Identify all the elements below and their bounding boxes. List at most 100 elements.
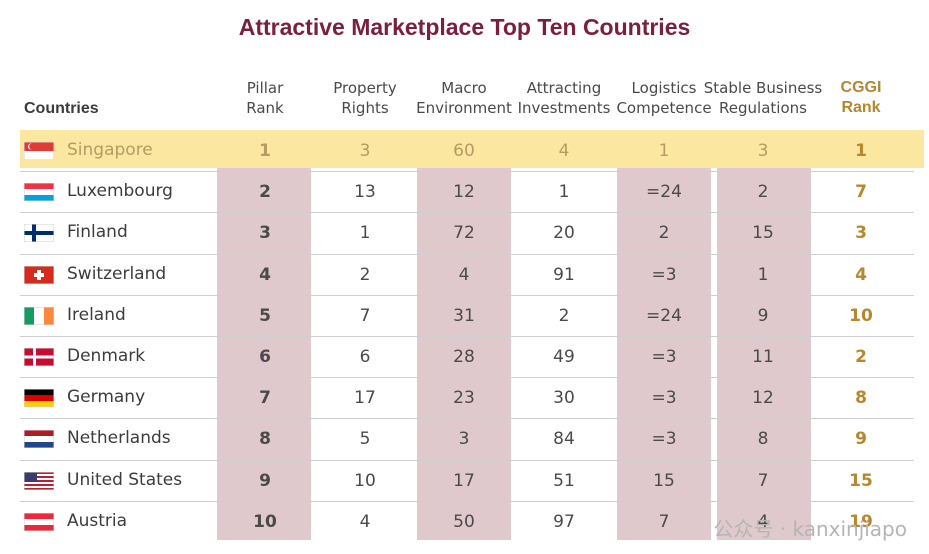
row-divider (20, 377, 914, 379)
table-cell: 8 (259, 429, 271, 450)
table-cell: 84 (553, 429, 575, 450)
table-cell: 49 (553, 347, 575, 367)
table-cell: 1 (558, 182, 570, 203)
table-cell: 2 (259, 182, 271, 203)
column-header-line2: Competence (616, 99, 712, 117)
column-header-1: Pillar Rank (215, 78, 315, 118)
column-header-line2: Investments (517, 99, 611, 117)
ireland-flag-icon (24, 306, 54, 325)
austria-flag-icon (24, 512, 54, 531)
column-header-line1: Stable Business (703, 79, 823, 97)
watermark: 公众号 · kanxinjiapo (713, 517, 907, 541)
column-header-line1: Logistics (631, 79, 697, 97)
table-cell: 2 (359, 264, 371, 285)
column-band-regulations (717, 130, 811, 540)
table-cell: 3 (359, 141, 371, 161)
country-name: United States (67, 469, 183, 490)
table-cell: 10 (849, 305, 873, 326)
table-cell: 15 (752, 223, 774, 244)
table-cell: 17 (354, 388, 376, 409)
column-header-line2: Rights (341, 99, 389, 117)
netherlands-flag-icon (24, 430, 54, 449)
table-cell: 19 (849, 511, 873, 532)
table-cell: =3 (651, 388, 677, 409)
table-cell: 4 (757, 511, 769, 532)
column-header-line1: Property (333, 79, 397, 97)
header-countries: Countries (24, 100, 99, 117)
table-cell: 11 (752, 347, 774, 367)
column-header-7: CGGI Rank (811, 78, 911, 118)
table-cell: 7 (757, 470, 769, 491)
column-header-2: Property Rights (315, 78, 415, 118)
chart-title: Attractive Marketplace Top Ten Countries (238, 14, 691, 40)
row-divider (20, 212, 914, 214)
table-cell: 8 (855, 388, 867, 409)
table-cell: =3 (651, 429, 677, 450)
table-cell: 31 (453, 305, 475, 326)
table-cell: 13 (354, 182, 376, 203)
table-cell: 10 (354, 470, 376, 491)
country-name: Netherlands (67, 428, 171, 449)
table-cell: 12 (752, 388, 774, 409)
column-header-line1: Attracting (526, 79, 602, 97)
table-cell: 3 (757, 141, 769, 161)
table-cell: 1 (757, 264, 769, 285)
table-cell: 7 (658, 511, 670, 532)
table-cell: 6 (259, 347, 271, 367)
row-divider (20, 336, 914, 337)
highlight-row-singapore (20, 130, 924, 168)
table-cell: 4 (855, 264, 867, 285)
country-name: Finland (67, 222, 128, 243)
luxembourg-flag-icon (24, 183, 54, 202)
table-cell: 50 (453, 511, 475, 532)
singapore-flag-icon (24, 142, 54, 160)
table-cell: 10 (253, 511, 277, 532)
table-cell: 9 (757, 305, 769, 326)
column-header-line2: Rank (841, 99, 881, 116)
table-cell: 15 (653, 470, 675, 491)
table-cell: 7 (259, 388, 271, 409)
finland-flag-icon (24, 224, 54, 243)
table-cell: 7 (855, 182, 867, 203)
table-cell: =24 (646, 182, 682, 203)
row-divider (20, 418, 914, 420)
table-cell: 1 (259, 141, 271, 161)
usa-flag-icon (24, 471, 54, 490)
country-name: Singapore (67, 140, 153, 160)
table-cell: 60 (453, 141, 475, 161)
table-cell: 2 (757, 182, 769, 203)
country-name: Denmark (67, 346, 146, 366)
country-name: Switzerland (67, 263, 167, 284)
country-name: Ireland (67, 304, 126, 325)
column-band-macro (417, 130, 511, 540)
column-band-pillar (217, 130, 311, 540)
table-cell: 8 (757, 429, 769, 450)
column-header-line2: Environment (416, 99, 512, 117)
table-cell: =3 (651, 264, 677, 285)
row-divider (20, 171, 914, 173)
table-cell: 23 (453, 388, 475, 409)
table-cell: 3 (259, 223, 271, 244)
table-cell: 91 (553, 264, 575, 285)
column-header-6: Stable Business Regulations (703, 78, 823, 118)
table-cell: 2 (855, 347, 867, 367)
country-name: Austria (67, 510, 128, 531)
row-divider (20, 459, 914, 461)
column-header-line1: Macro (441, 79, 487, 97)
table-cell: =3 (651, 347, 677, 367)
row-divider (20, 500, 914, 502)
column-band-logistics (617, 130, 711, 540)
column-header-line1: Pillar (246, 79, 284, 97)
table-cell: 72 (453, 223, 475, 244)
column-header-5: Logistics Competence (614, 78, 714, 118)
column-header-line2: Rank (246, 99, 284, 117)
column-header-line2: Regulations (719, 99, 807, 117)
column-header-4: Attracting Investments (514, 78, 614, 118)
table-cell: 6 (359, 347, 371, 367)
table-cell: 2 (658, 223, 670, 244)
table-cell: 5 (259, 305, 271, 326)
column-header-3: Macro Environment (414, 78, 514, 118)
table-cell: 12 (453, 182, 475, 203)
table-cell: 1 (359, 223, 371, 244)
denmark-flag-icon (24, 348, 54, 366)
